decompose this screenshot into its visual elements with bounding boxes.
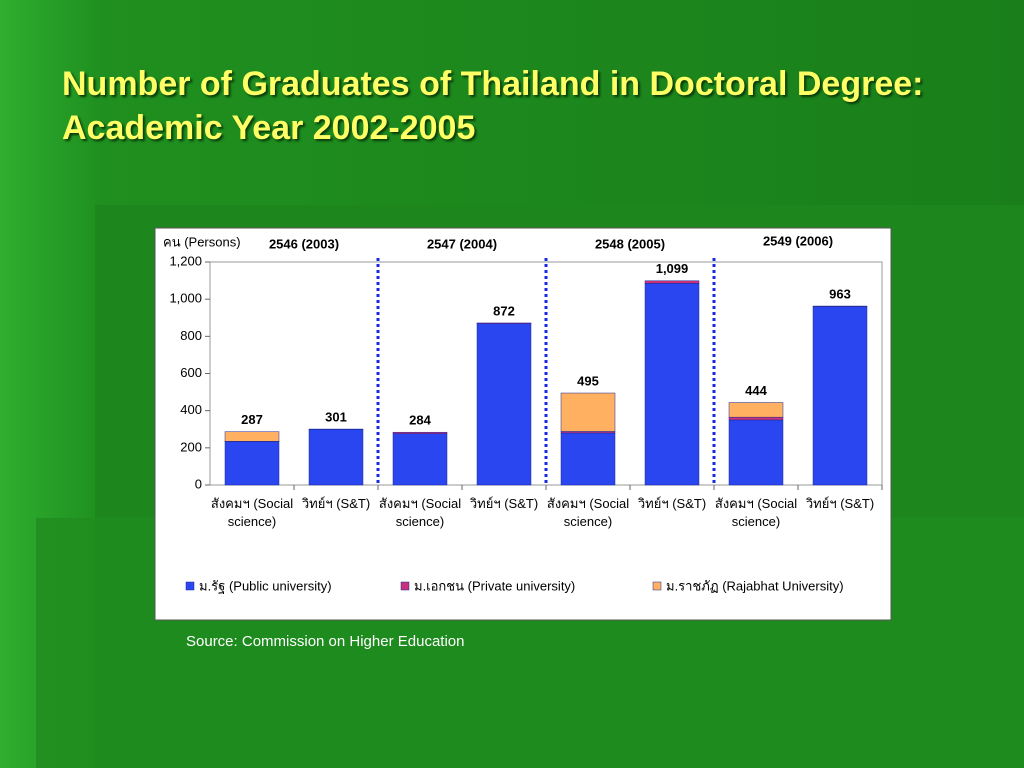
group-label: 2548 (2005) (595, 236, 665, 251)
y-tick-label: 200 (180, 439, 202, 454)
bar-segment (476, 323, 532, 486)
legend-swatch (652, 581, 662, 591)
bar-segment (224, 441, 280, 486)
legend-label: ม.รัฐ (Public university) (199, 578, 332, 594)
bar-segment (560, 392, 616, 432)
data-label: 495 (577, 373, 599, 388)
data-label: 284 (409, 413, 431, 428)
x-tick-label: สังคมฯ (Social science) (714, 496, 798, 529)
y-tick-label: 1,000 (169, 291, 202, 306)
legend-swatch (185, 581, 195, 591)
y-tick-label: 800 (180, 328, 202, 343)
x-tick-label: วิทย์ฯ (S&T) (805, 496, 875, 511)
bar-segment (476, 322, 532, 324)
legend-label: ม.ราชภัฏ (Rajabhat University) (666, 578, 844, 593)
legend-label: ม.เอกชน (Private university) (414, 578, 575, 593)
source-note: Source: Commission on Higher Education (186, 633, 465, 650)
x-tick-label: สังคมฯ (Social science) (210, 496, 294, 529)
y-tick-label: 600 (180, 365, 202, 380)
x-tick-label: สังคมฯ (Social science) (378, 496, 462, 529)
y-tick-label: 1,200 (169, 253, 202, 268)
group-label: 2546 (2003) (269, 236, 339, 251)
data-label: 287 (241, 412, 263, 427)
bar-segment (224, 431, 280, 442)
bar-segment (812, 305, 868, 307)
group-label: 2547 (2004) (427, 236, 497, 251)
data-label: 301 (325, 410, 347, 425)
bar-segment (644, 280, 700, 284)
slide-title: Number of Graduates of Thailand in Docto… (62, 65, 924, 147)
x-tick-label: วิทย์ฯ (S&T) (469, 496, 539, 511)
bar-segment (644, 283, 700, 486)
bar-segment (392, 431, 448, 434)
bar-segment (728, 416, 784, 421)
bar-segment (392, 433, 448, 486)
x-tick-label: วิทย์ฯ (S&T) (637, 496, 707, 511)
bar-segment (560, 432, 616, 486)
y-axis-label: คน (Persons) (163, 234, 241, 249)
x-tick-label: วิทย์ฯ (S&T) (301, 496, 371, 511)
bar-segment (728, 419, 784, 486)
data-label: 963 (829, 286, 851, 301)
y-tick-label: 0 (195, 476, 202, 491)
legend-swatch (400, 581, 410, 591)
group-label: 2549 (2006) (763, 233, 833, 248)
x-tick-label: สังคมฯ (Social science) (546, 496, 630, 529)
bar-segment (728, 402, 784, 418)
data-label: 872 (493, 303, 515, 318)
bar-segment (812, 306, 868, 486)
data-label: 1,099 (656, 261, 689, 276)
data-label: 444 (745, 383, 767, 398)
y-tick-label: 400 (180, 402, 202, 417)
bar-segment (308, 429, 364, 486)
